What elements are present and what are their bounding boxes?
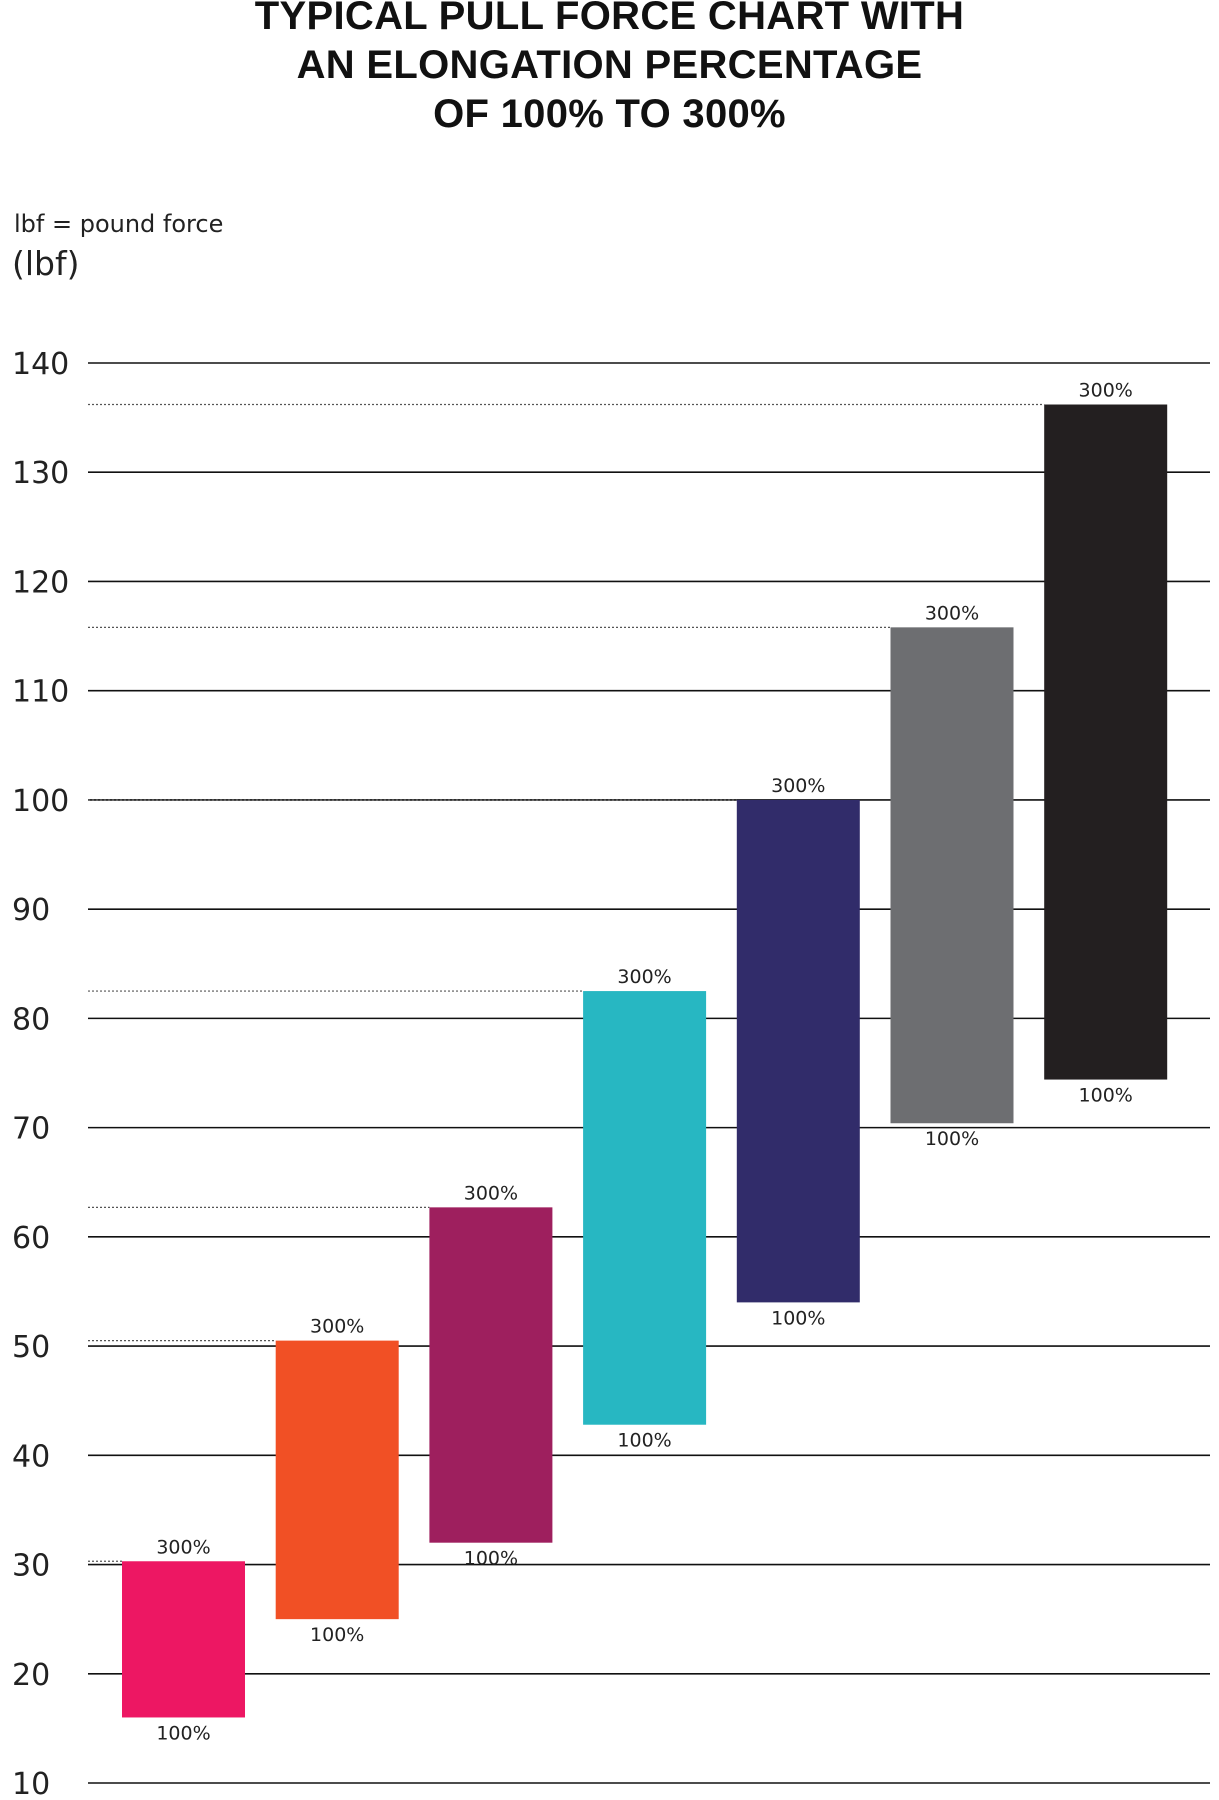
bar-4-low-label: 100%	[617, 1430, 671, 1452]
y-tick-label-110: 110	[12, 675, 69, 710]
y-tick-labels: 10 20 30 40 50 60 70 80 90 100 110 120 130 140	[12, 347, 69, 1800]
bar-labels: 300% 100% 300% 100% 300% 100% 300% 100% 300% 100%…	[156, 380, 1133, 1745]
title-line-2: AN ELONGATION PERCENTAGE	[296, 43, 923, 87]
bar-7	[1044, 404, 1168, 1080]
bar-6	[890, 627, 1014, 1124]
title-line-1: TYPICAL PULL FORCE CHART WITH	[254, 0, 965, 38]
bar-5	[736, 799, 860, 1303]
bar-3	[429, 1207, 553, 1543]
y-axis-label: (lbf)	[12, 244, 80, 283]
y-tick-label-50: 50	[12, 1330, 50, 1365]
y-tick-label-90: 90	[12, 893, 50, 928]
bar-6-low-label: 100%	[925, 1128, 979, 1150]
y-tick-label-30: 30	[12, 1549, 50, 1584]
bar-5-low-label: 100%	[771, 1307, 825, 1329]
y-tick-label-60: 60	[12, 1221, 50, 1256]
unit-note: lbf = pound force	[14, 210, 224, 238]
bar-5-high-label: 300%	[771, 775, 825, 797]
y-tick-label-80: 80	[12, 1002, 50, 1037]
bar-1-high-label: 300%	[156, 1536, 210, 1558]
bar-2	[275, 1340, 399, 1620]
bar-2-low-label: 100%	[310, 1624, 364, 1646]
y-tick-label-100: 100	[12, 784, 69, 819]
y-tick-label-70: 70	[12, 1112, 50, 1147]
bar-2-high-label: 300%	[310, 1316, 364, 1338]
y-tick-label-10: 10	[12, 1767, 50, 1800]
bar-4	[583, 991, 707, 1425]
title-line-3: OF 100% TO 300%	[433, 92, 786, 136]
bar-1-low-label: 100%	[156, 1722, 210, 1744]
chart-title: TYPICAL PULL FORCE CHART WITH AN ELONGAT…	[0, 0, 1219, 139]
bar-6-high-label: 300%	[925, 602, 979, 624]
bar-3-high-label: 300%	[464, 1182, 518, 1204]
bar-7-high-label: 300%	[1079, 380, 1133, 402]
bar-4-high-label: 300%	[617, 966, 671, 988]
bar-7-low-label: 100%	[1079, 1085, 1133, 1107]
y-tick-label-40: 40	[12, 1439, 50, 1474]
y-tick-label-20: 20	[12, 1658, 50, 1693]
bar-3-low-label: 100%	[464, 1548, 518, 1570]
guide-lines	[88, 403, 1045, 1562]
y-tick-label-130: 130	[12, 456, 69, 491]
y-tick-label-120: 120	[12, 565, 69, 600]
y-tick-label-140: 140	[12, 347, 69, 382]
bar-1	[122, 1561, 245, 1718]
bars	[122, 404, 1168, 1718]
